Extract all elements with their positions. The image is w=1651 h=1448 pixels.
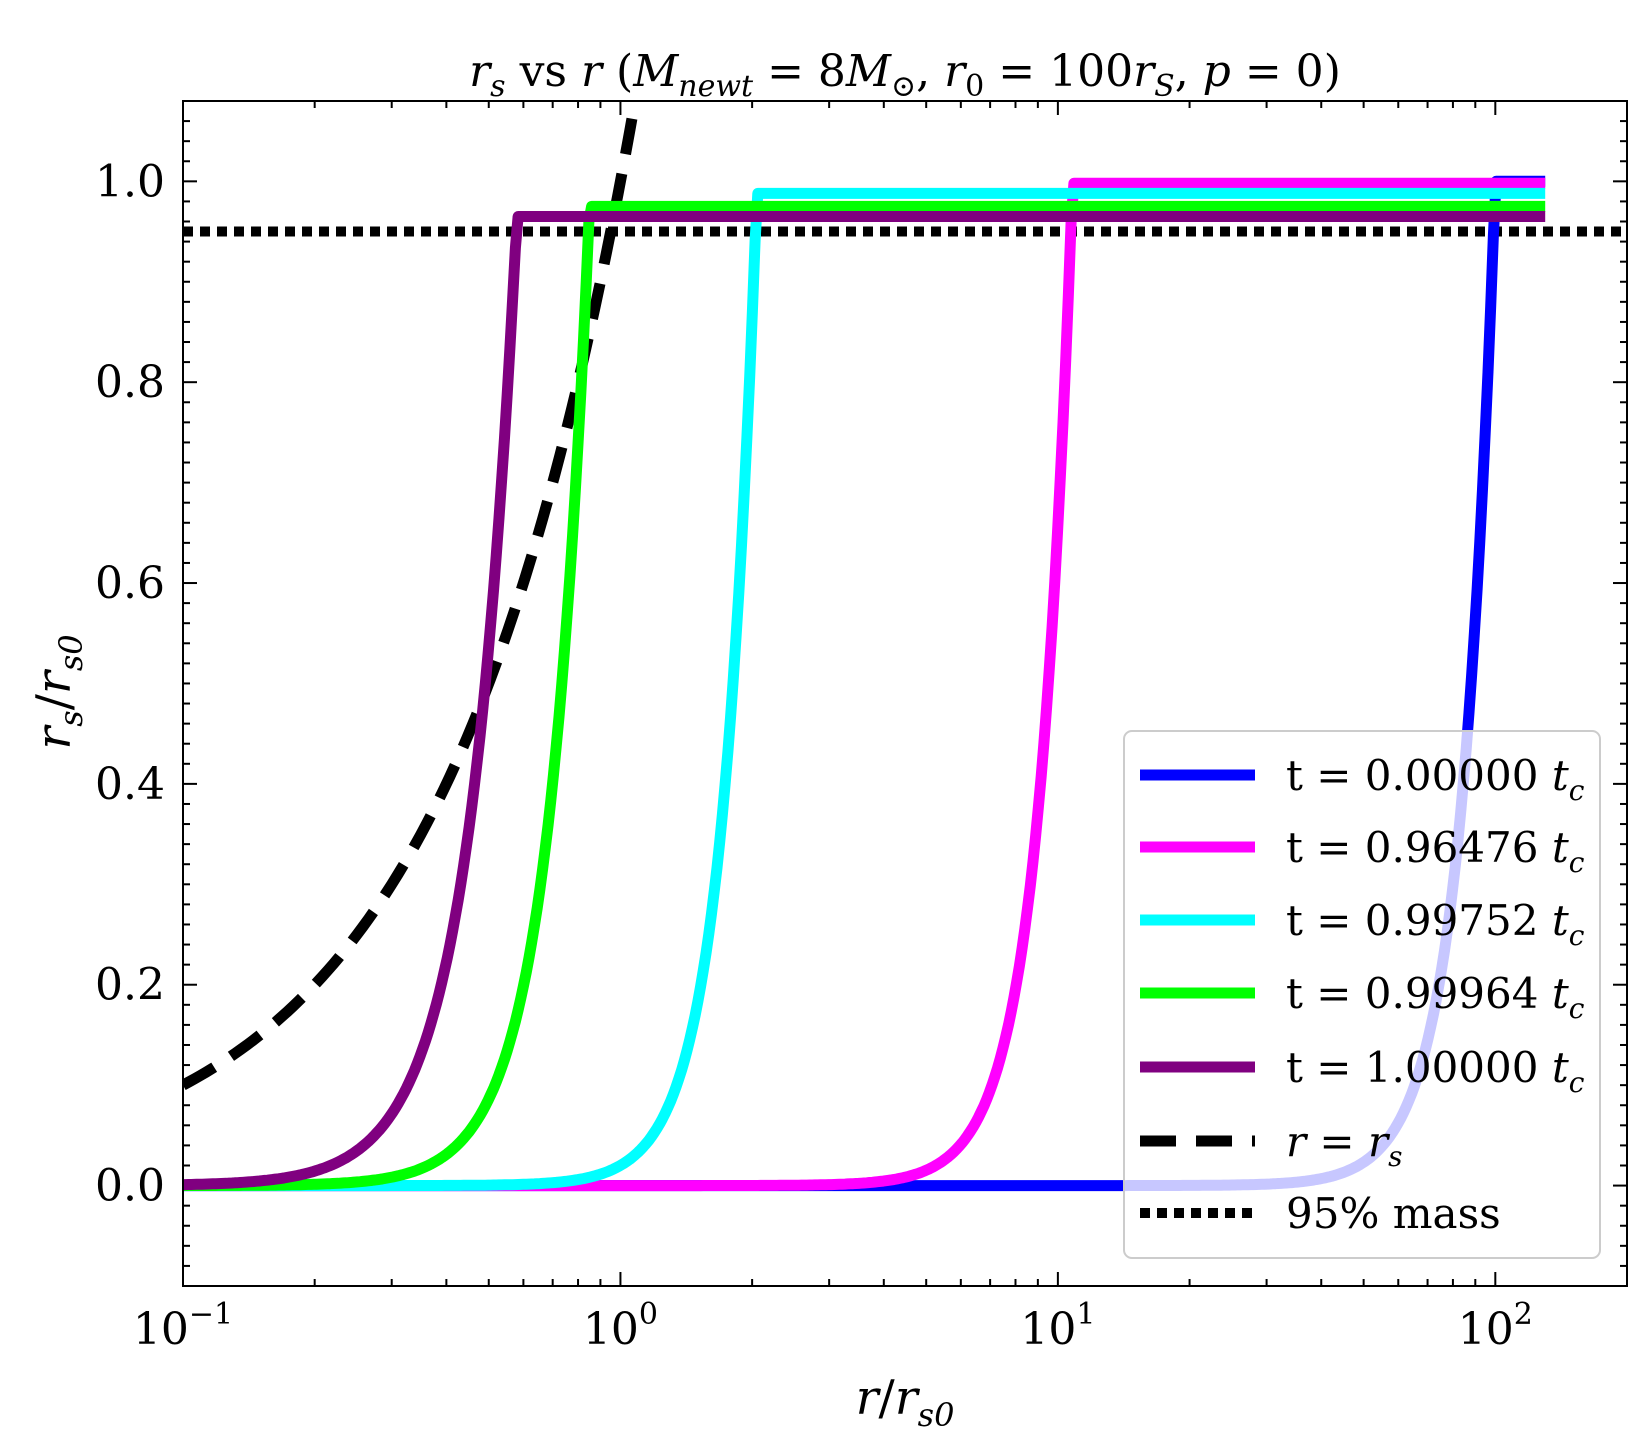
series-line-4 [183,211,1548,1191]
x-tick-label: 10−1 [133,1297,233,1355]
y-tick-label: 1.0 [95,156,165,207]
y-tick-label: 0.6 [95,558,165,609]
legend-label-3: t = 0.99964 tc [1286,969,1585,1025]
x-axis-label: r/rs0 [856,1370,955,1434]
series-line-3 [183,200,1548,1191]
legend-label-0: t = 0.00000 tc [1286,751,1585,807]
tick-labels: 0.0 0.2 0.4 0.6 0.8 1.0 10−1 100 101 102 [95,156,1533,1355]
chart-title: rs vs r (Mnewt = 8M⊙, r0 = 100rS, p = 0) [469,46,1341,104]
series-line-2 [183,187,1548,1192]
legend-label-4: t = 1.00000 tc [1286,1043,1585,1099]
x-tick-label: 100 [583,1297,658,1355]
y-axis-label: rs/rs0 [26,634,90,749]
line-r-equals-rs [183,101,641,1091]
plot-frame [182,100,1628,1287]
legend-box [1123,730,1601,1259]
legend: t = 0.00000 tc t = 0.96476 tc t = 0.99752 … [1123,730,1601,1259]
legend-label-1: t = 0.96476 tc [1286,823,1585,879]
y-tick-label: 0.4 [95,759,165,810]
y-tick-label: 0.0 [95,1161,165,1212]
x-tick-label: 101 [1020,1297,1095,1355]
legend-label-95pct-mass: 95% mass [1286,1189,1501,1238]
y-tick-label: 0.2 [95,960,165,1011]
x-tick-label: 102 [1458,1297,1533,1355]
legend-label-2: t = 0.99752 tc [1286,896,1585,952]
y-tick-label: 0.8 [95,357,165,408]
legend-label-r-equals-rs: r = rs [1286,1117,1402,1173]
